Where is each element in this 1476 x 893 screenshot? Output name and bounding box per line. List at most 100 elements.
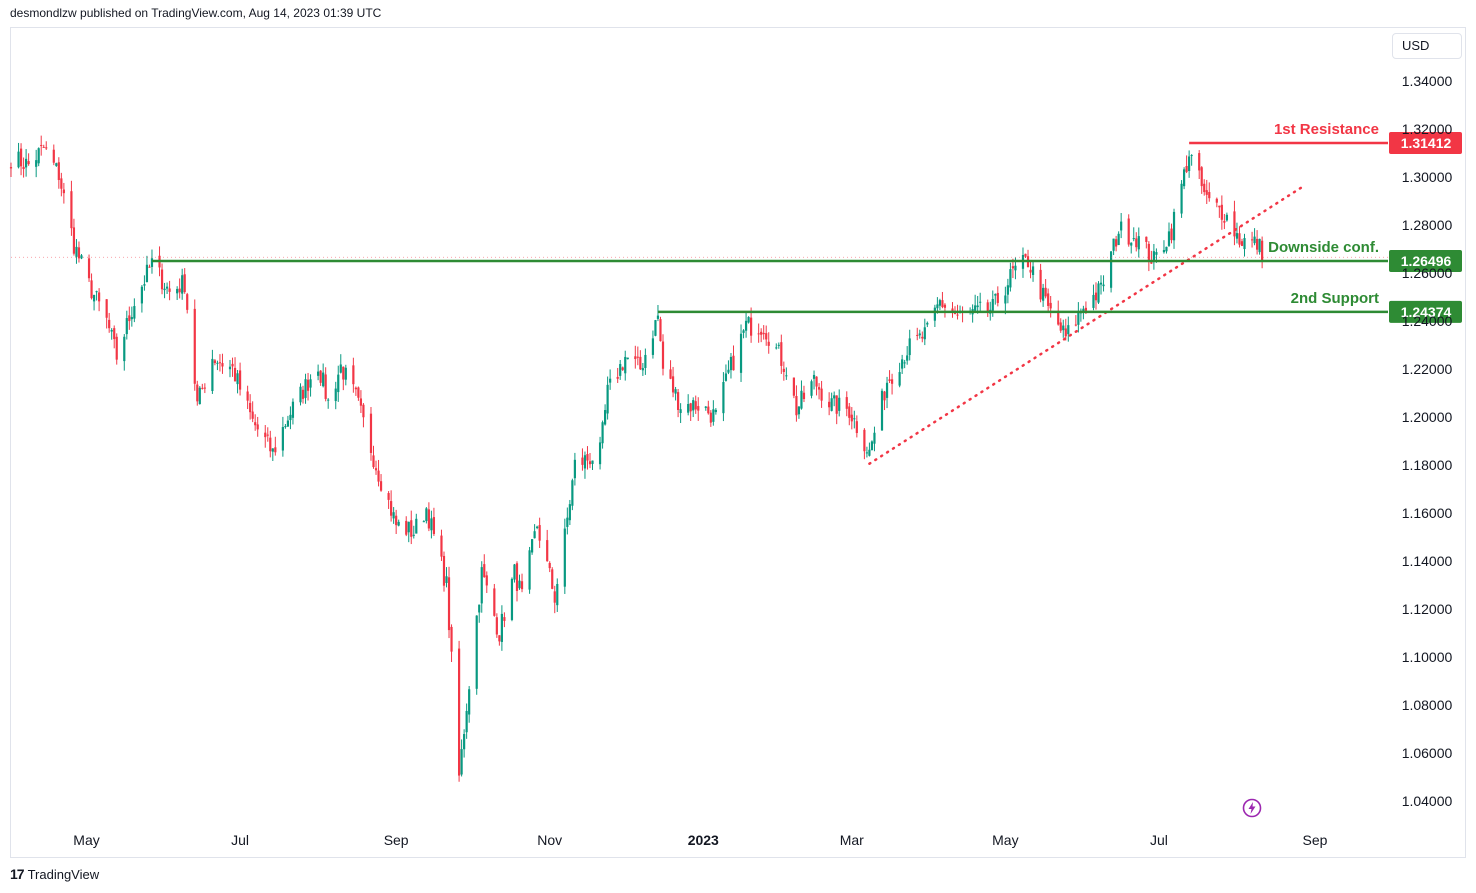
candle-body [475,615,478,689]
candle-body [679,409,682,414]
x-tick-label: Jul [231,832,249,848]
candle-body [390,501,393,516]
candle-body [606,384,609,414]
candle-body [687,403,690,413]
candle-body [236,373,239,385]
candle-body [528,550,531,590]
candle-body [838,397,841,411]
candle-body [810,381,813,396]
candle-body [440,535,443,557]
candle-body [591,460,594,464]
candle-body [1205,190,1208,195]
candle-body [379,481,383,491]
candle-body [339,364,342,373]
candle-body [450,626,453,652]
candle-body [888,379,891,381]
candle-body [709,412,712,423]
candle-body [634,356,637,360]
candle-body [938,300,942,306]
candle-body [795,396,798,416]
candle-body [1225,214,1228,221]
trendline[interactable] [868,183,1307,465]
publisher-header: desmondlzw published on TradingView.com,… [10,6,382,20]
x-tick-label: Nov [537,832,562,848]
candle-body [566,517,569,527]
candle-body [289,414,292,421]
candle-body [216,362,219,364]
candle-body [1190,155,1193,157]
candle-body [974,305,977,311]
candle-body [40,145,43,147]
candle-body [238,370,242,390]
candle-body [1117,233,1120,246]
candle-body [820,388,823,401]
candle-body [1200,167,1203,187]
candle-body [1097,283,1100,303]
candle-body [845,397,848,409]
candle-body [1011,266,1015,269]
candle-body [530,539,534,553]
candle-body [916,334,919,336]
candle-body [510,578,514,620]
candle-body [42,146,45,148]
candle-body [616,376,619,379]
candle-body [115,336,118,360]
candle-body [1137,236,1140,250]
candle-body [133,306,136,319]
candle-body [654,320,657,336]
candle-body [369,413,373,453]
candle-body [722,381,725,414]
candle-body [457,648,461,776]
candle-body [750,317,753,336]
candle-body [397,521,400,526]
candle-body [538,525,541,541]
candle-body [181,275,184,294]
chart-frame [10,27,1466,858]
candle-body [767,341,770,346]
candle-body [729,356,733,371]
candle-body [427,509,430,529]
candle-body [201,387,204,389]
candle-body [1258,238,1261,253]
price-badge [1389,249,1462,272]
candle-body [1250,239,1254,241]
candle-body [639,356,642,370]
candle-body [1167,231,1171,246]
candle-body [163,288,166,291]
candle-body [108,319,111,329]
candle-body [407,521,410,533]
currency-selector[interactable]: USD [1392,33,1462,59]
candle-body [848,406,851,418]
candle-body [518,580,521,589]
candle-body [850,414,853,422]
candle-body [979,301,982,303]
candle-body [571,480,574,506]
candle-body [274,447,277,453]
candle-body [1185,165,1188,172]
candle-body [583,455,587,469]
candle-body [1261,240,1264,261]
candle-body [140,286,144,304]
price-badge [1389,300,1462,323]
candle-body [1253,236,1256,244]
candle-body [1109,251,1113,288]
candle-body [1082,308,1085,313]
lightning-icon[interactable] [1242,798,1262,818]
candle-body [609,378,612,383]
price-badge [1389,131,1462,154]
candle-body [835,395,838,414]
candle-body [1094,292,1098,301]
candle-body [890,379,894,384]
candle-body [901,359,904,369]
candle-body [644,354,647,368]
candle-body [1135,238,1138,248]
candle-body [203,387,206,389]
candle-body [1049,302,1052,309]
candle-body [1132,238,1135,240]
y-tick-label: 1.16000 [1402,505,1453,521]
candle-body [1039,269,1042,300]
candle-body [1162,250,1166,253]
candle-body [160,269,164,290]
candle-body [415,518,418,534]
